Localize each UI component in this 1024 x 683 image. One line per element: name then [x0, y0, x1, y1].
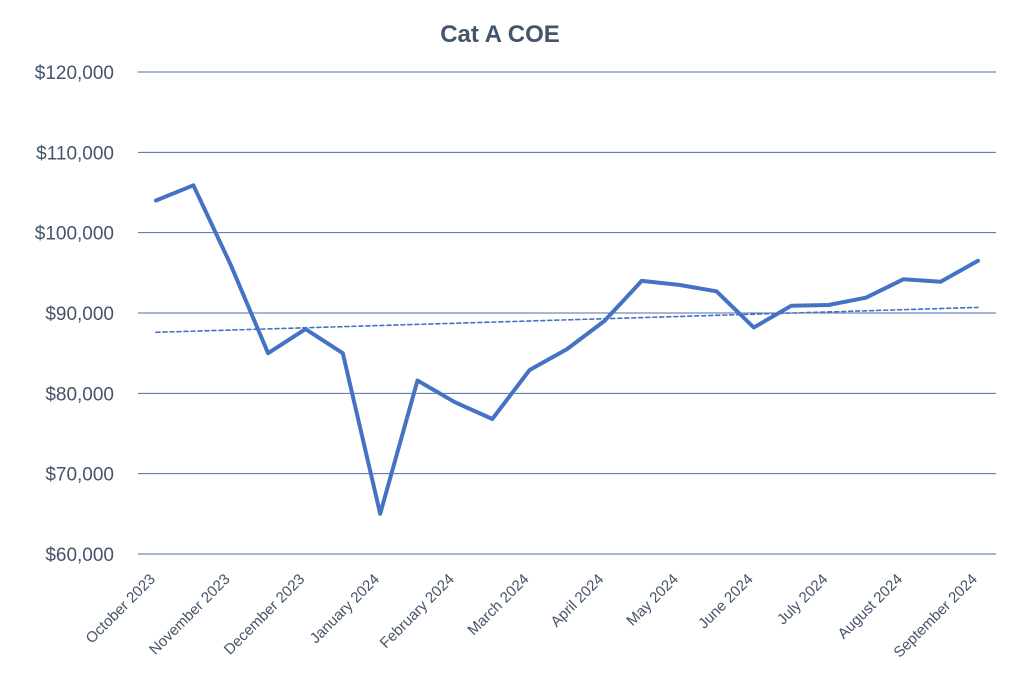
y-tick-label: $120,000 — [35, 63, 114, 84]
y-tick-label: $60,000 — [45, 545, 114, 566]
chart-title: Cat A COE — [440, 21, 560, 48]
y-axis-ticks: $60,000 $70,000 $80,000 $90,000 $100,000 $110… — [35, 63, 114, 566]
trendline — [155, 306, 979, 334]
gridlines — [138, 71, 996, 555]
x-tick-label: March 2024 — [464, 571, 532, 639]
x-tick-label: February 2024 — [377, 571, 458, 652]
y-tick-label: $90,000 — [45, 304, 114, 325]
y-tick-label: $70,000 — [45, 465, 114, 486]
x-tick-label: August 2024 — [835, 571, 907, 643]
x-tick-label: May 2024 — [623, 571, 682, 630]
x-tick-label: April 2024 — [547, 571, 607, 631]
x-tick-label: November 2023 — [146, 571, 233, 658]
y-tick-label: $100,000 — [35, 224, 114, 245]
x-tick-label: December 2023 — [221, 571, 308, 658]
x-tick-label: January 2024 — [307, 571, 383, 647]
series-group — [154, 183, 980, 516]
x-tick-label: June 2024 — [695, 571, 757, 633]
y-tick-label: $110,000 — [36, 143, 114, 164]
x-tick-label: July 2024 — [774, 571, 831, 628]
series-line-cat-a-coe — [154, 183, 980, 516]
y-tick-label: $80,000 — [45, 384, 114, 405]
x-tick-label: October 2023 — [83, 571, 159, 647]
